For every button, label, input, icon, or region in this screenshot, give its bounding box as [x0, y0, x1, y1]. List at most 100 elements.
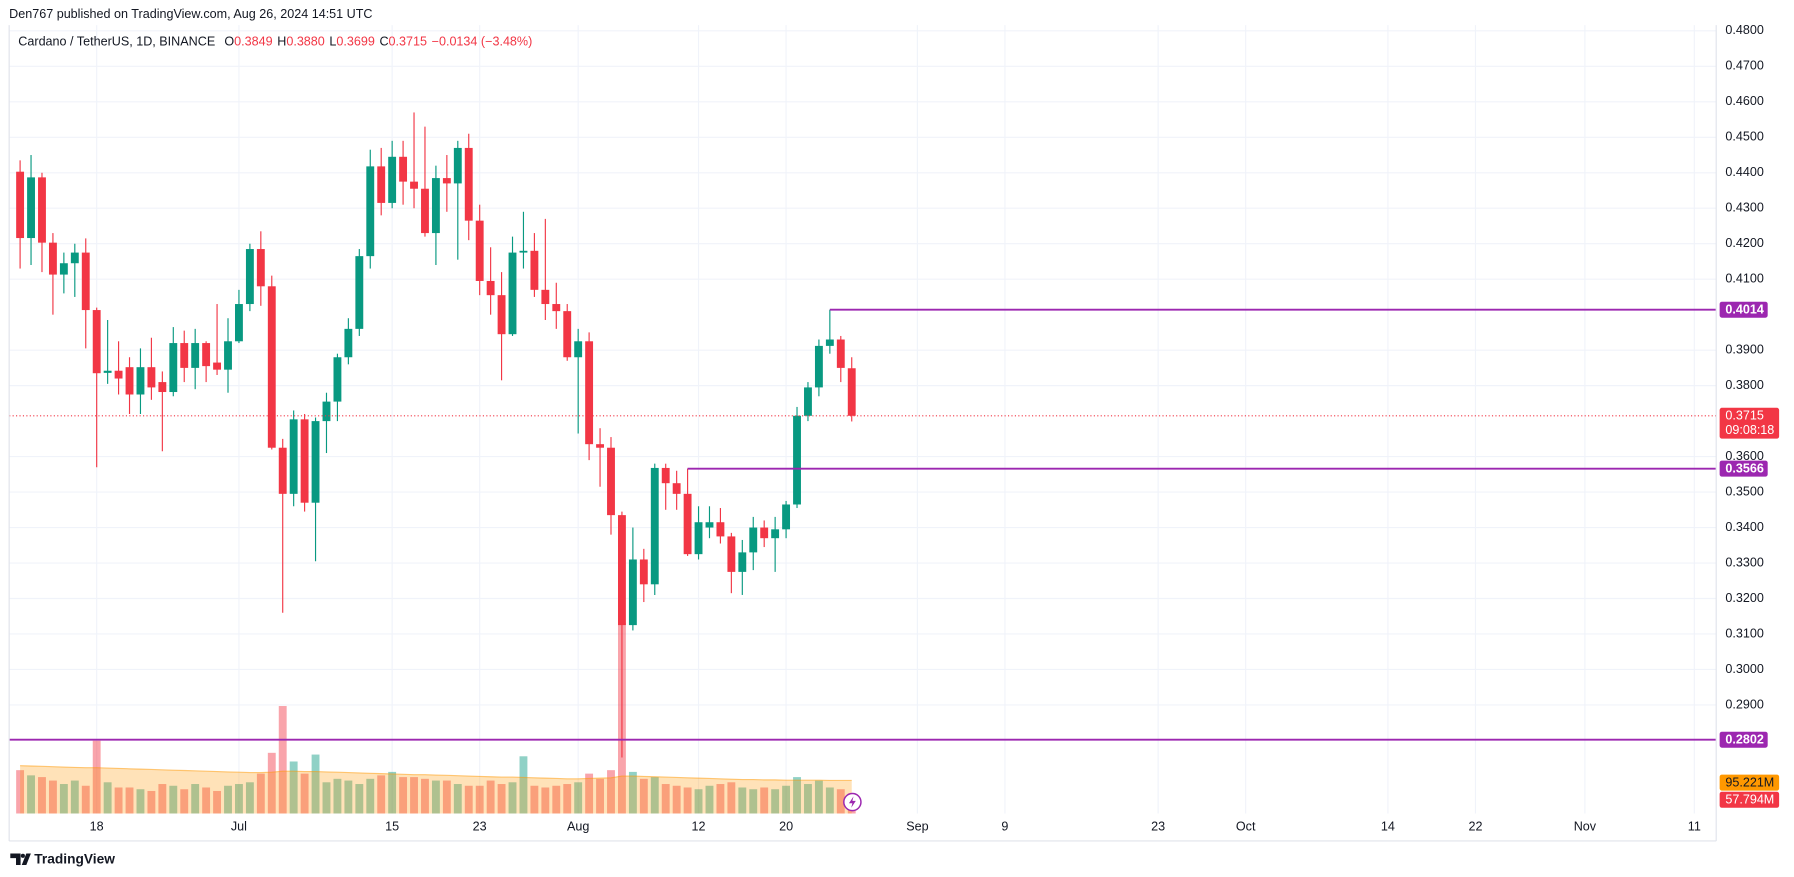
volume-bar: [672, 785, 681, 814]
volume-bar: [574, 782, 583, 814]
volume-bar: [366, 778, 375, 814]
candle-body: [639, 559, 648, 585]
volume-bar: [716, 784, 725, 814]
volume-bar: [771, 789, 780, 814]
candle-body: [760, 527, 769, 539]
volume-bar: [245, 782, 254, 814]
candle-body: [125, 367, 134, 395]
volume-bar: [191, 784, 200, 814]
countdown-label: 09:08:18: [1725, 423, 1774, 437]
logo-icon: [10, 853, 31, 865]
volume-bar: [344, 780, 353, 814]
volume-bar: [38, 777, 46, 814]
x-tick-label: 12: [692, 820, 706, 834]
volume-bar: [661, 784, 670, 814]
candle-body: [650, 467, 659, 585]
candle-body: [836, 339, 845, 368]
candle-body: [804, 387, 812, 416]
candle-body: [453, 147, 462, 184]
x-tick-label: 9: [1001, 820, 1008, 834]
volume-bar: [639, 778, 648, 814]
candle-body: [661, 467, 670, 484]
volume-bar: [628, 771, 637, 814]
x-tick-label: 23: [473, 820, 487, 834]
volume-bar: [289, 761, 298, 814]
volume-bar: [388, 771, 397, 814]
volume-bar: [377, 775, 386, 814]
candle-body: [289, 419, 298, 494]
volume-bar: [782, 785, 791, 814]
candle-body: [607, 447, 615, 516]
volume-label-box: [1719, 791, 1780, 808]
candle-body: [442, 178, 451, 184]
candle-body: [202, 343, 211, 367]
last-price-box: [1719, 407, 1780, 439]
legend-key: H: [277, 35, 286, 49]
volume-ma-label: 95.221M: [1725, 776, 1774, 790]
volume-bar: [694, 789, 703, 814]
volume-bar: [464, 785, 473, 814]
candle-body: [191, 343, 200, 368]
flash-icon[interactable]: [843, 792, 862, 812]
candle-body: [574, 341, 583, 358]
volume-bar: [114, 787, 123, 814]
volume-ma-line: [20, 765, 852, 782]
y-tick-label: 0.4600: [1725, 94, 1763, 108]
y-tick-label: 0.3900: [1725, 342, 1763, 356]
candle-body: [59, 263, 68, 275]
candle-body: [180, 343, 189, 368]
volume-bar: [16, 770, 25, 814]
x-tick-label: Jul: [231, 820, 247, 834]
level-label: 0.4014: [1725, 303, 1763, 317]
volume-bar: [497, 784, 506, 814]
candle-body: [705, 522, 714, 528]
candle-body: [486, 280, 495, 296]
candle-body: [421, 188, 429, 234]
candle-body: [672, 483, 681, 494]
candle-body: [38, 177, 46, 243]
candle-body: [782, 504, 791, 530]
volume-bar: [508, 782, 517, 814]
candle-body: [771, 529, 780, 539]
x-tick-label: 20: [779, 820, 793, 834]
volume-bar: [804, 784, 812, 814]
candle-body: [431, 178, 440, 234]
legend-key: O: [224, 35, 234, 49]
candle-body: [388, 156, 397, 203]
level-label: 0.3566: [1725, 462, 1763, 476]
candle-body: [716, 522, 725, 537]
candle-body: [169, 343, 178, 393]
candle-body: [300, 419, 309, 503]
volume-bar: [27, 775, 35, 814]
icon-bolt[interactable]: [848, 796, 856, 808]
y-tick-label: 0.3400: [1725, 520, 1763, 534]
candle-body: [410, 181, 418, 189]
y-tick-label: 0.4200: [1725, 236, 1763, 250]
footer-brand: TradingView: [34, 851, 115, 866]
candle-body: [267, 286, 276, 448]
volume-bar: [650, 777, 659, 814]
volume-bar: [81, 785, 90, 814]
candle-body: [147, 367, 156, 388]
volume-bar: [836, 789, 845, 814]
volume-bar: [125, 787, 134, 814]
level-label-box: [1719, 731, 1768, 748]
volume-bar: [530, 785, 539, 814]
candle-body: [16, 171, 25, 239]
y-tick-label: 0.2900: [1725, 697, 1763, 711]
candle-body: [683, 493, 692, 555]
candle-body: [333, 357, 342, 402]
level-label-box: [1719, 460, 1768, 477]
logo-dot: [20, 853, 25, 858]
volume-bar: [421, 778, 429, 814]
volume-bar: [103, 782, 112, 814]
volume-bar: [70, 780, 79, 814]
x-tick-label: 22: [1468, 820, 1482, 834]
candle-body: [585, 341, 594, 445]
header: Den767 published on TradingView.com, Aug…: [9, 7, 372, 21]
x-tick-label: Aug: [567, 820, 589, 834]
legend: Cardano / TetherUS, 1D, BINANCE O0.3849 H0…: [18, 35, 532, 49]
